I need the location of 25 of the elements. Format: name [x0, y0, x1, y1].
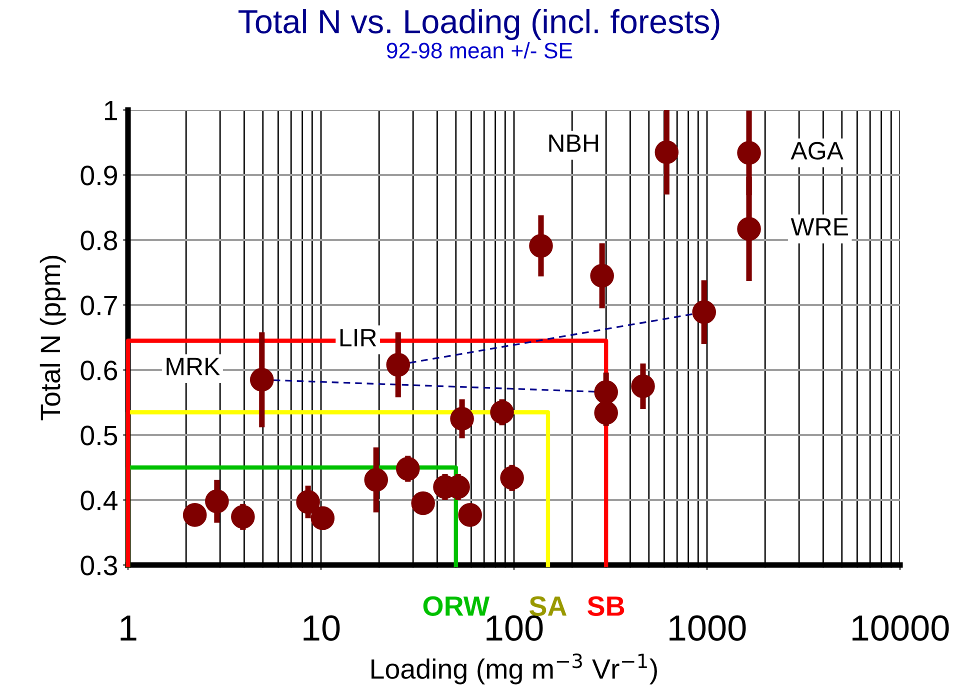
- annotation: LIR: [340, 329, 376, 346]
- x-tick-label: 1000: [670, 615, 746, 641]
- annotation: AGA: [790, 142, 844, 160]
- annotation: NBH: [549, 134, 598, 152]
- x-tick-label: 10000: [852, 615, 949, 641]
- y-tick-label: 0.4: [80, 490, 118, 510]
- y-tick-label: 0.7: [80, 296, 117, 316]
- chart-subtitle: 92-98 mean +/- SE: [386, 42, 572, 58]
- series-label: SA: [529, 596, 567, 616]
- y-tick-label: 0.6: [80, 360, 118, 380]
- y-axis-title: Total N (ppm): [40, 256, 66, 420]
- y-tick-label: 0.9: [80, 166, 117, 186]
- annotation: WRE: [790, 218, 848, 236]
- x-axis-title: Loading (mg m$^{−3}$ Vr$^{−1}$): [372, 654, 657, 684]
- x-tick-label: 100: [486, 615, 543, 641]
- y-tick-label: 1: [104, 100, 117, 120]
- annotation: MRK: [166, 358, 220, 376]
- series-label: SB: [588, 596, 624, 616]
- x-tick-label: 10: [304, 615, 340, 641]
- x-tick-label: 1: [120, 616, 136, 640]
- y-tick-label: 0.8: [80, 230, 118, 250]
- series-label: ORW: [423, 596, 490, 616]
- y-tick-label: 0.5: [80, 426, 118, 446]
- y-tick-label: 0.3: [80, 556, 118, 576]
- chart-title: Total N vs. Loading (incl. forests): [238, 8, 720, 40]
